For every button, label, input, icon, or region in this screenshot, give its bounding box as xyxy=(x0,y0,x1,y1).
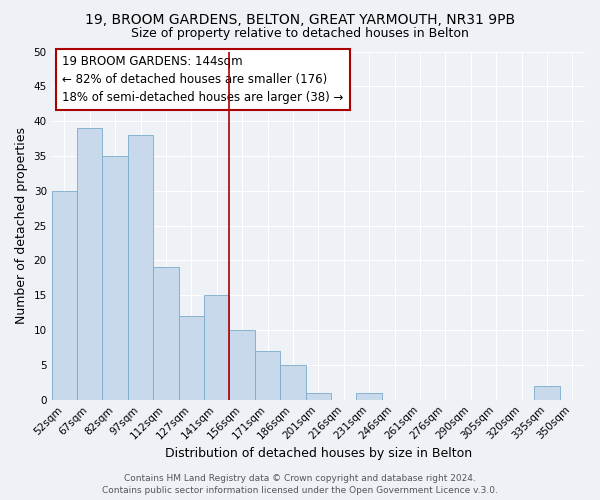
Text: 19 BROOM GARDENS: 144sqm
← 82% of detached houses are smaller (176)
18% of semi-: 19 BROOM GARDENS: 144sqm ← 82% of detach… xyxy=(62,55,344,104)
Bar xyxy=(534,386,560,400)
Bar xyxy=(128,135,153,400)
Bar xyxy=(77,128,103,400)
Bar xyxy=(229,330,255,400)
Bar xyxy=(103,156,128,400)
Bar xyxy=(305,393,331,400)
Bar xyxy=(356,393,382,400)
Bar xyxy=(52,191,77,400)
Y-axis label: Number of detached properties: Number of detached properties xyxy=(15,127,28,324)
Bar xyxy=(255,351,280,400)
Bar xyxy=(204,296,229,400)
Text: Size of property relative to detached houses in Belton: Size of property relative to detached ho… xyxy=(131,28,469,40)
Bar xyxy=(153,268,179,400)
Text: Contains HM Land Registry data © Crown copyright and database right 2024.
Contai: Contains HM Land Registry data © Crown c… xyxy=(102,474,498,495)
Text: 19, BROOM GARDENS, BELTON, GREAT YARMOUTH, NR31 9PB: 19, BROOM GARDENS, BELTON, GREAT YARMOUT… xyxy=(85,12,515,26)
Bar xyxy=(280,365,305,400)
Bar xyxy=(179,316,204,400)
X-axis label: Distribution of detached houses by size in Belton: Distribution of detached houses by size … xyxy=(165,447,472,460)
